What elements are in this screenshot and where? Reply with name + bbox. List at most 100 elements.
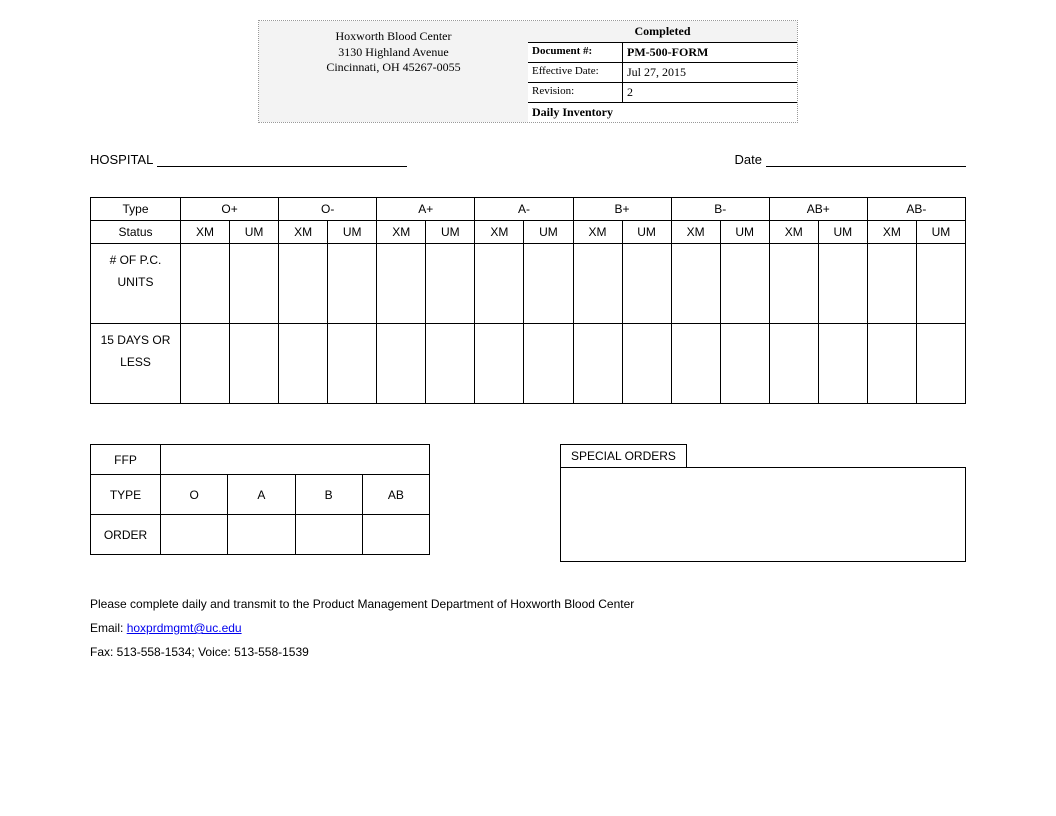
data-cell[interactable] [818,244,867,324]
doc-status: Completed [528,21,797,43]
data-cell[interactable] [622,244,671,324]
data-cell[interactable] [769,324,818,404]
ffp-title: FFP [91,445,161,475]
effective-date-label: Effective Date: [528,63,623,82]
data-cell[interactable] [916,244,965,324]
bloodtype-header: O- [279,198,377,221]
effective-date-value: Jul 27, 2015 [623,63,797,82]
ffp-order-cell[interactable] [362,515,429,555]
subcol-header: UM [230,221,279,244]
bloodtype-header: O+ [181,198,279,221]
data-cell[interactable] [573,324,622,404]
data-cell[interactable] [279,244,328,324]
data-cell[interactable] [230,244,279,324]
data-cell[interactable] [867,244,916,324]
subcol-header: UM [328,221,377,244]
lower-section: FFP TYPE O A B AB ORDER SPECIAL ORDERS [90,444,966,562]
data-cell[interactable] [377,324,426,404]
ffp-blank-header [161,445,430,475]
form-input-line: HOSPITAL Date [90,151,966,167]
bloodtype-header: AB- [867,198,965,221]
doc-meta-block: Completed Document #: PM-500-FORM Effect… [528,21,797,122]
data-cell[interactable] [720,324,769,404]
date-input-line[interactable] [766,151,966,167]
ffp-order-cell[interactable] [295,515,362,555]
data-cell[interactable] [475,324,524,404]
bloodtype-header: A+ [377,198,475,221]
data-cell[interactable] [426,324,475,404]
doc-title: Daily Inventory [528,103,797,122]
revision-label: Revision: [528,83,623,102]
subcol-header: UM [524,221,573,244]
special-orders-block: SPECIAL ORDERS [560,444,966,562]
footer-fax-voice: Fax: 513-558-1534; Voice: 513-558-1539 [90,640,966,664]
hospital-input-line[interactable] [157,151,407,167]
type-header: Type [91,198,181,221]
subcol-header: UM [622,221,671,244]
bloodtype-header: A- [475,198,573,221]
footer-email-line: Email: hoxprdmgmt@uc.edu [90,616,966,640]
subcol-header: XM [867,221,916,244]
data-cell[interactable] [230,324,279,404]
data-cell[interactable] [181,244,230,324]
data-cell[interactable] [475,244,524,324]
ffp-type-cell: A [228,475,295,515]
bloodtype-header: B- [671,198,769,221]
inventory-table-wrap: Type O+ O- A+ A- B+ B- AB+ AB- Status XM… [90,197,966,404]
ffp-table: FFP TYPE O A B AB ORDER [90,444,430,555]
bloodtype-header: B+ [573,198,671,221]
ffp-type-cell: O [161,475,228,515]
document-header: Hoxworth Blood Center 3130 Highland Aven… [258,20,798,123]
data-cell[interactable] [720,244,769,324]
data-cell[interactable] [181,324,230,404]
ffp-type-cell: B [295,475,362,515]
data-cell[interactable] [671,244,720,324]
subcol-header: XM [671,221,720,244]
ffp-type-label: TYPE [91,475,161,515]
org-address-2: Cincinnati, OH 45267-0055 [265,60,522,76]
data-cell[interactable] [524,244,573,324]
subcol-header: UM [426,221,475,244]
subcol-header: XM [573,221,622,244]
data-cell[interactable] [279,324,328,404]
ffp-order-cell[interactable] [161,515,228,555]
ffp-order-cell[interactable] [228,515,295,555]
inventory-table: Type O+ O- A+ A- B+ B- AB+ AB- Status XM… [90,197,966,404]
data-cell[interactable] [769,244,818,324]
status-header: Status [91,221,181,244]
hospital-label: HOSPITAL [90,152,153,167]
revision-value: 2 [623,83,797,102]
special-orders-body[interactable] [560,467,966,562]
data-cell[interactable] [524,324,573,404]
date-field: Date [735,151,966,167]
footer-instructions: Please complete daily and transmit to th… [90,592,966,616]
data-cell[interactable] [671,324,720,404]
email-label: Email: [90,621,127,635]
data-cell[interactable] [818,324,867,404]
subcol-header: XM [279,221,328,244]
data-cell[interactable] [867,324,916,404]
data-cell[interactable] [377,244,426,324]
doc-number-value: PM-500-FORM [623,43,797,62]
email-link[interactable]: hoxprdmgmt@uc.edu [127,621,242,635]
bloodtype-header: AB+ [769,198,867,221]
row-label-pc-units: # OF P.C. UNITS [91,244,181,324]
org-address-1: 3130 Highland Avenue [265,45,522,61]
hospital-field: HOSPITAL [90,151,407,167]
data-cell[interactable] [328,324,377,404]
doc-number-label: Document #: [528,43,623,62]
data-cell[interactable] [328,244,377,324]
data-cell[interactable] [426,244,475,324]
data-cell[interactable] [916,324,965,404]
subcol-header: UM [818,221,867,244]
subcol-header: UM [916,221,965,244]
subcol-header: XM [769,221,818,244]
special-orders-title: SPECIAL ORDERS [560,444,687,467]
org-name: Hoxworth Blood Center [265,29,522,45]
subcol-header: XM [377,221,426,244]
data-cell[interactable] [573,244,622,324]
ffp-order-label: ORDER [91,515,161,555]
org-address-block: Hoxworth Blood Center 3130 Highland Aven… [259,21,528,122]
subcol-header: XM [475,221,524,244]
data-cell[interactable] [622,324,671,404]
